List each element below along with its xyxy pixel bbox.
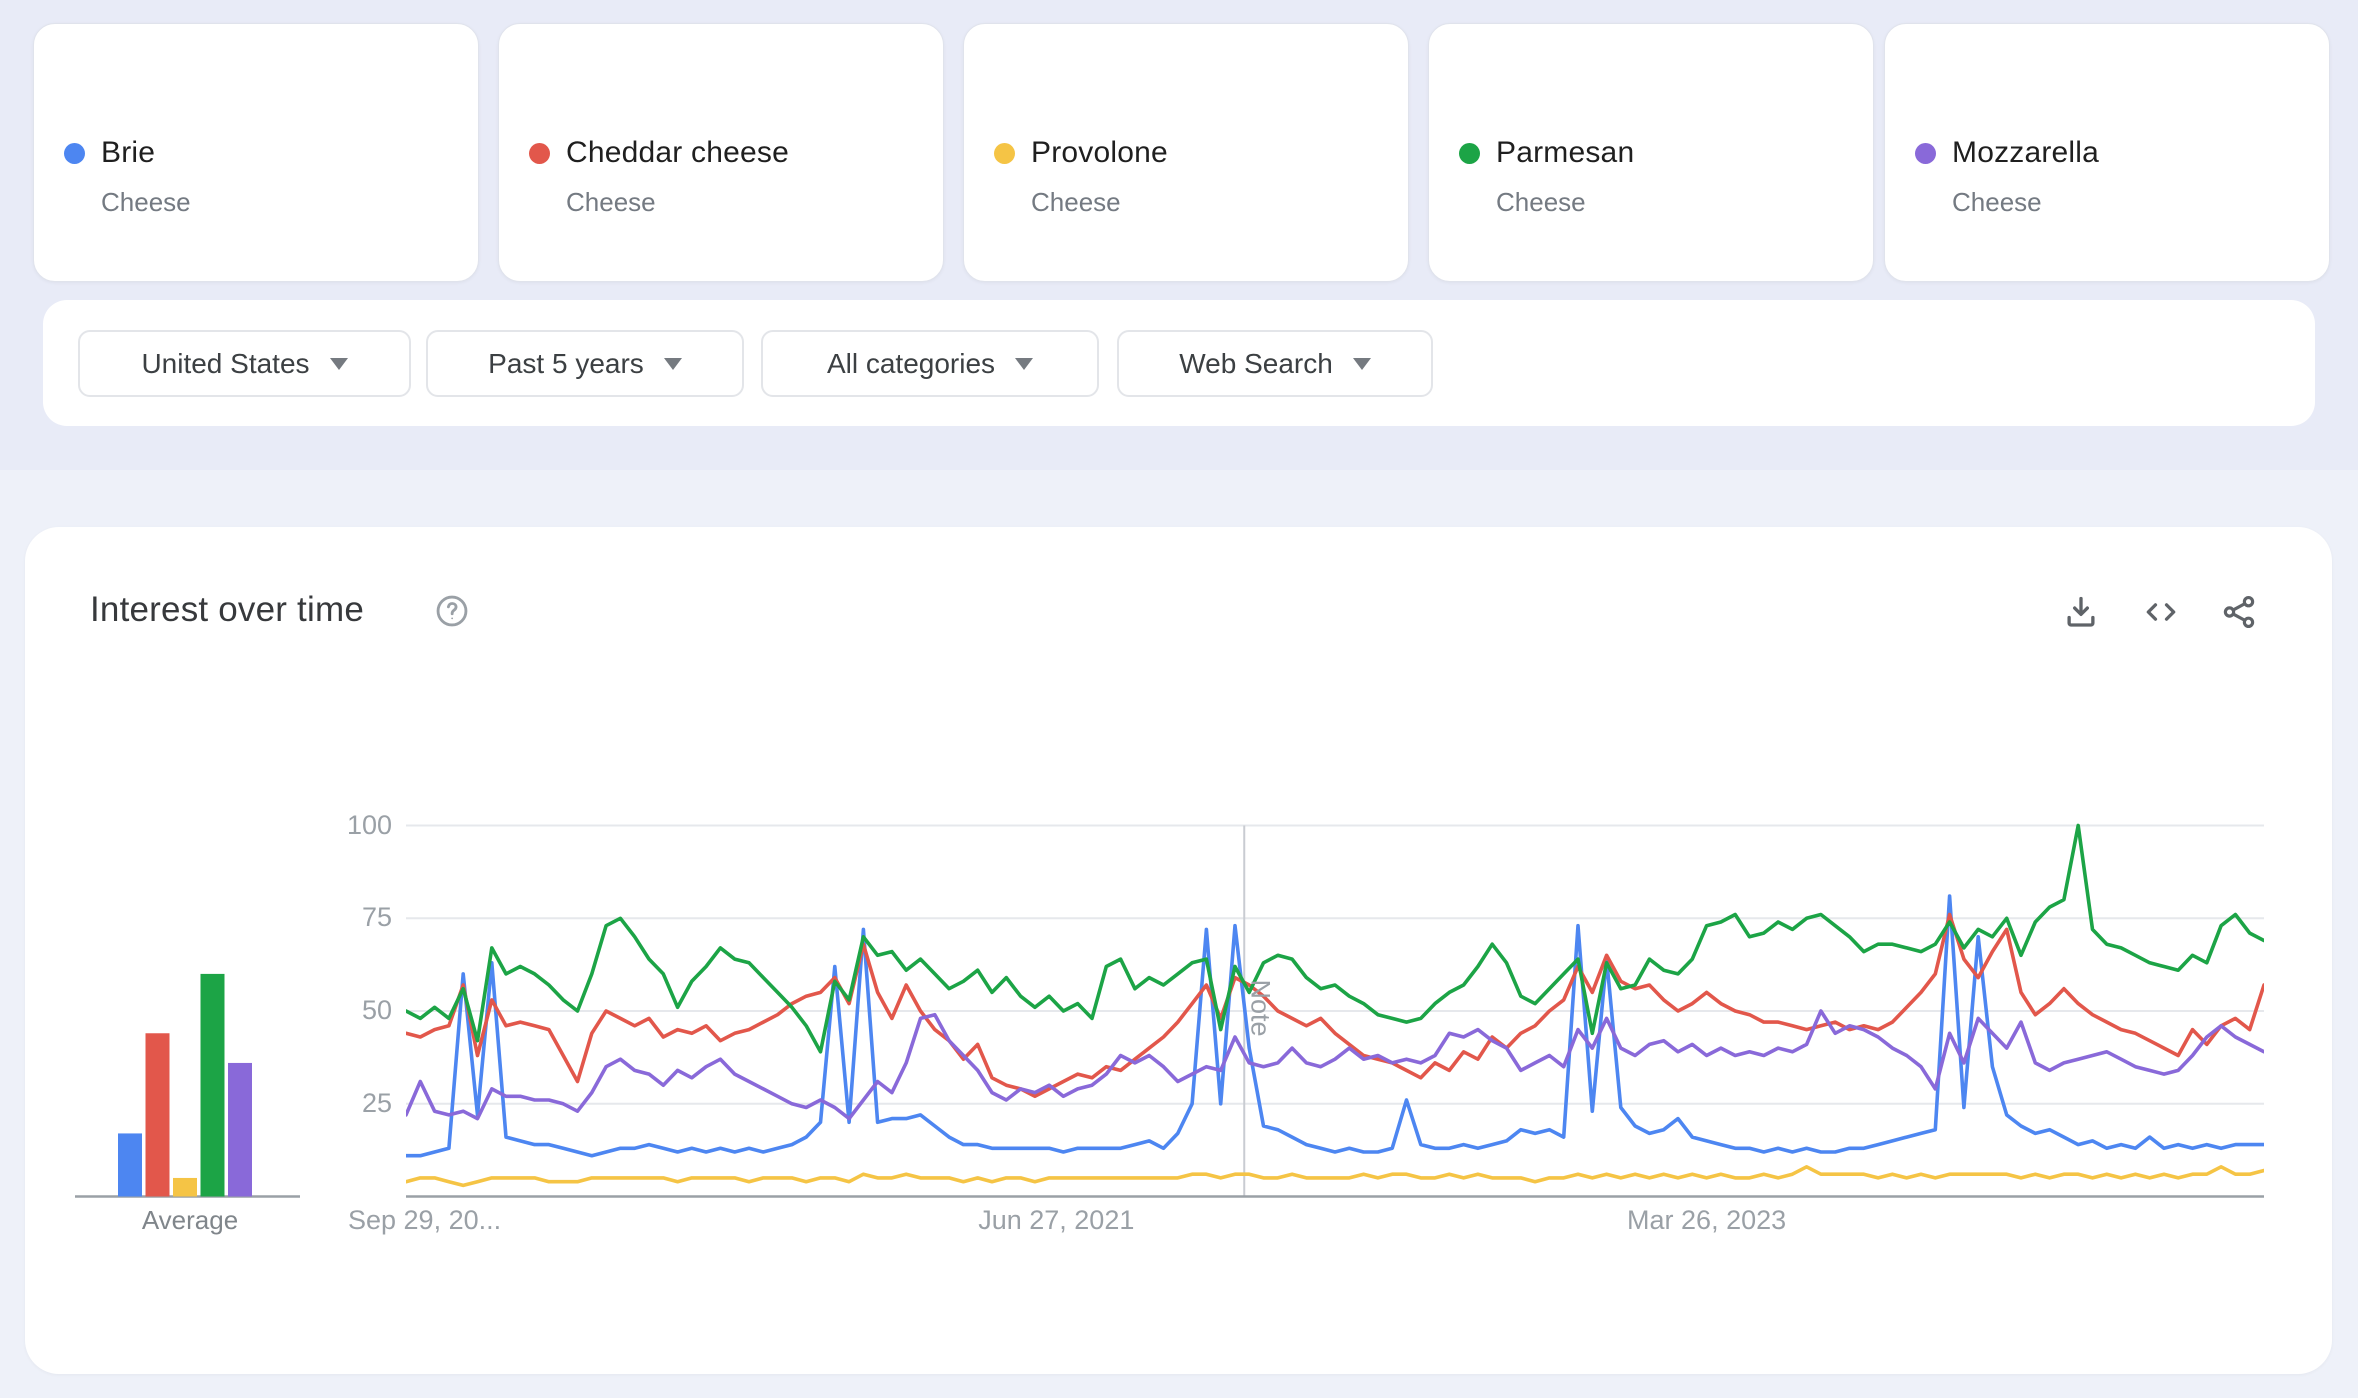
y-tick-label: 25 — [361, 1087, 392, 1118]
term-title: Parmesan — [1496, 136, 1635, 169]
average-bar-provolone[interactable] — [173, 1177, 197, 1197]
average-axis-label: Average — [141, 1205, 239, 1235]
y-tick-label: 50 — [361, 995, 392, 1025]
parmesan-color-dot-icon — [1459, 142, 1480, 164]
search-type-filter-dropdown[interactable]: Web Search — [1117, 330, 1433, 397]
chevron-down-icon — [1352, 357, 1371, 370]
x-tick-label: Mar 26, 2023 — [1627, 1205, 1787, 1235]
term-title: Mozzarella — [1952, 136, 2100, 169]
cheddar-color-dot-icon — [529, 142, 550, 164]
y-tick-label: 100 — [346, 809, 392, 840]
brie-color-dot-icon — [64, 142, 85, 164]
y-tick-label: 75 — [361, 902, 392, 933]
chevron-down-icon — [329, 357, 348, 370]
term-card-mozzarella[interactable]: Mozzarella Cheese — [1884, 23, 2330, 282]
line-chart-canvas[interactable] — [406, 815, 2264, 1207]
average-bar-parmesan[interactable] — [200, 973, 225, 1197]
term-type: Cheese — [1496, 187, 1586, 217]
x-tick-label: Jun 27, 2021 — [978, 1205, 1135, 1235]
download-icon[interactable] — [2062, 590, 2106, 634]
average-bar-brie[interactable] — [118, 1133, 142, 1197]
section-title: Interest over time — [90, 590, 364, 629]
average-bar-mozzarella[interactable] — [228, 1062, 252, 1197]
category-filter-label: All categories — [826, 347, 996, 379]
time-range-filter-dropdown[interactable]: Past 5 years — [426, 330, 744, 397]
term-title: Cheddar cheese — [566, 136, 789, 169]
term-card-brie[interactable]: Brie Cheese — [33, 23, 479, 282]
chevron-down-icon — [1015, 357, 1034, 370]
term-card-cheddar-cheese[interactable]: Cheddar cheese Cheese — [498, 23, 944, 282]
time-range-filter-label: Past 5 years — [488, 347, 644, 379]
search-type-filter-label: Web Search — [1179, 347, 1333, 379]
x-tick-label: Sep 29, 20... — [348, 1205, 502, 1235]
chevron-down-icon — [663, 357, 682, 370]
region-filter-label: United States — [141, 347, 310, 379]
category-filter-dropdown[interactable]: All categories — [761, 330, 1099, 397]
average-bar-cheddar-cheese[interactable] — [145, 1033, 170, 1197]
term-card-provolone[interactable]: Provolone Cheese — [963, 23, 1409, 282]
share-icon[interactable] — [2220, 590, 2264, 634]
term-title: Brie — [101, 136, 156, 169]
term-type: Cheese — [1031, 187, 1121, 217]
mozzarella-color-dot-icon — [1915, 142, 1936, 164]
series-line-mozzarella[interactable] — [406, 1009, 2264, 1121]
provolone-color-dot-icon — [994, 142, 1015, 164]
average-bar-chart — [75, 815, 305, 1207]
series-line-provolone[interactable] — [406, 1164, 2264, 1188]
term-type: Cheese — [1952, 187, 2042, 217]
filters-bar: United States Past 5 years All categorie… — [43, 300, 2315, 426]
term-type: Cheese — [101, 187, 191, 217]
series-line-parmesan[interactable] — [406, 823, 2264, 1054]
note-marker-label: Note — [1245, 979, 1276, 1037]
average-bars-canvas — [75, 973, 300, 1198]
term-title: Provolone — [1031, 136, 1168, 169]
embed-code-icon[interactable] — [2142, 590, 2186, 634]
region-filter-dropdown[interactable]: United States — [78, 330, 411, 397]
term-type: Cheese — [566, 187, 656, 217]
help-circle-icon[interactable] — [434, 593, 470, 629]
term-card-parmesan[interactable]: Parmesan Cheese — [1428, 23, 1874, 282]
series-line-brie[interactable] — [406, 894, 2264, 1158]
interest-over-time-chart[interactable] — [406, 815, 2264, 1207]
